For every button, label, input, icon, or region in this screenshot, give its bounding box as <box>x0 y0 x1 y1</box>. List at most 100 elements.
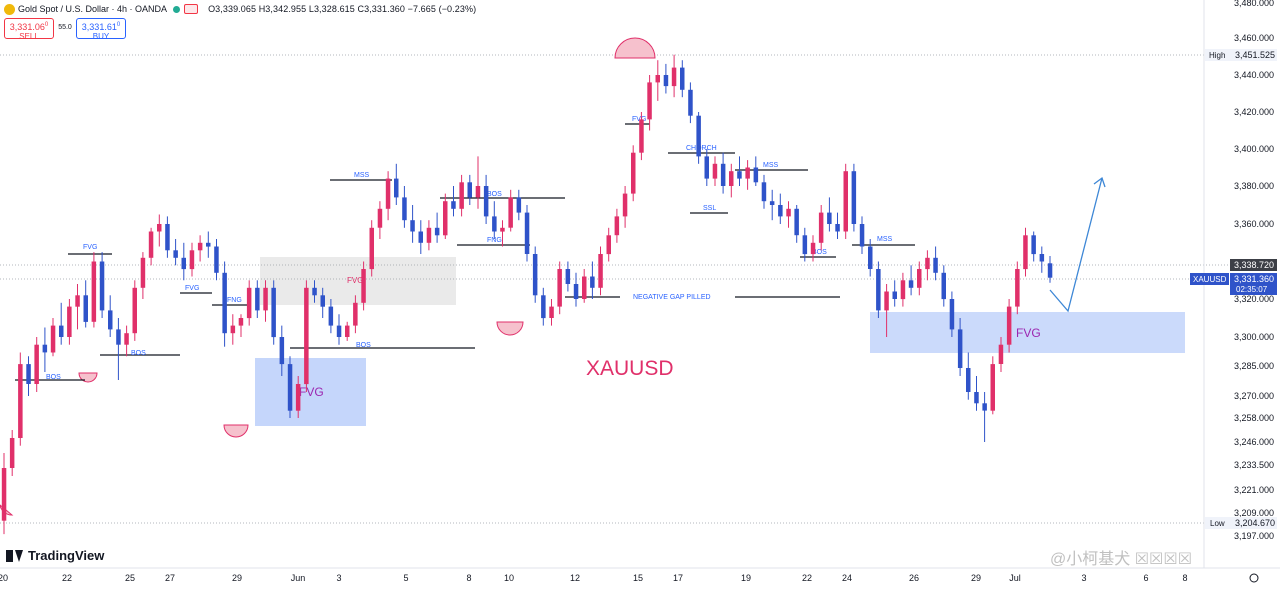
label-mss-3: MSS <box>877 236 893 243</box>
candle-body <box>26 364 31 384</box>
candle-body <box>516 197 522 213</box>
candle-body <box>18 364 23 438</box>
candle-body <box>712 163 718 179</box>
candle-body <box>345 325 350 337</box>
gold-coin-icon <box>4 3 15 15</box>
candle-body <box>394 178 399 198</box>
candle-body <box>475 186 481 198</box>
candle-body <box>59 325 64 337</box>
candle-body <box>884 291 889 311</box>
candle-body <box>165 224 170 251</box>
candle-body <box>459 182 464 209</box>
current-price-tag <box>1230 273 1277 295</box>
y-tick-label: 3,197.000 <box>1234 531 1274 541</box>
sell-button[interactable]: 3,331.060 SELL <box>4 18 54 41</box>
projection-arrow <box>1049 177 1103 313</box>
top-circle-marker <box>614 37 656 59</box>
candle-body <box>271 287 276 338</box>
candle-body <box>974 392 979 404</box>
label-choch: CHORCH <box>686 145 717 152</box>
candle-body <box>246 287 252 319</box>
candle-body <box>949 299 955 330</box>
candle-body <box>230 325 236 334</box>
candle-body <box>990 364 995 411</box>
visibility-toggle-icon[interactable] <box>184 4 199 14</box>
label-bos-4: BOS <box>487 191 502 198</box>
candle-body <box>843 171 848 232</box>
x-tick-label: 26 <box>909 573 919 583</box>
market-status-icon <box>173 5 181 13</box>
candle-body <box>532 254 538 296</box>
label-bos-2: BOS <box>131 350 146 357</box>
candle-body <box>99 261 105 311</box>
candle-body <box>336 325 342 337</box>
x-tick-label: 12 <box>570 573 580 583</box>
label-fvg-2: FVG <box>185 285 199 292</box>
candle-body <box>729 171 734 186</box>
candle-body <box>263 287 268 311</box>
label-bos-5: BOS <box>812 249 827 256</box>
candle-body <box>238 318 244 326</box>
candle-body <box>402 197 407 221</box>
tradingview-logo[interactable]: TradingView <box>6 548 104 563</box>
y-tick-label: 3,460.000 <box>1234 33 1274 43</box>
y-tick-label: 3,360.000 <box>1234 219 1274 229</box>
candle-body <box>541 295 546 319</box>
level-tag <box>1230 259 1277 271</box>
candle-body <box>75 295 80 307</box>
low-label: Low <box>1210 519 1225 528</box>
candle-body <box>835 224 840 232</box>
y-tick-label: 3,221.000 <box>1234 485 1274 495</box>
high-label: High <box>1209 51 1225 60</box>
candle-body <box>631 152 636 194</box>
candle-body <box>622 193 628 217</box>
candle-body <box>181 257 186 270</box>
y-tick-label: 3,380.000 <box>1234 181 1274 191</box>
x-tick-label: 17 <box>673 573 683 583</box>
spread-value: 55.0 <box>58 24 72 31</box>
y-tick-label: 3,440.000 <box>1234 70 1274 80</box>
fvg-zone-left <box>255 358 366 426</box>
candle-body <box>590 276 595 288</box>
x-tick-label: 5 <box>403 573 408 583</box>
candle-body <box>91 261 97 322</box>
x-tick-label: 22 <box>802 573 812 583</box>
y-tick-label: 3,400.000 <box>1234 144 1274 154</box>
candle-body <box>132 287 137 334</box>
candle-body <box>67 306 72 337</box>
candle-body <box>385 178 391 209</box>
candle-body <box>124 333 129 345</box>
x-tick-label: 22 <box>62 573 72 583</box>
candle-body <box>704 156 709 179</box>
y-tick-label: 3,480.000 <box>1234 0 1274 8</box>
label-bos-3: BOS <box>356 342 371 349</box>
candle-body <box>1023 235 1028 270</box>
settings-gear-icon[interactable] <box>1249 573 1259 583</box>
y-tick-label: 3,420.000 <box>1234 107 1274 117</box>
symbol-title[interactable]: Gold Spot / U.S. Dollar · 4h · OANDA <box>18 4 168 14</box>
buy-price: 3,331.61 <box>81 22 117 32</box>
candle-body <box>189 250 195 270</box>
projection-arrowhead <box>1093 176 1106 188</box>
candle-body <box>255 287 260 311</box>
candle-body <box>647 82 652 120</box>
sell-price-sup: 0 <box>44 22 49 28</box>
candle-body <box>492 216 497 232</box>
candle-body <box>1015 269 1020 307</box>
low-tag <box>1205 517 1277 529</box>
candle-body <box>377 208 383 228</box>
candle-body <box>304 287 309 385</box>
candle-body <box>761 182 767 202</box>
x-tick-label: 15 <box>633 573 643 583</box>
candle-body <box>557 269 562 307</box>
candle-body <box>312 287 317 296</box>
x-tick-label: 25 <box>125 573 135 583</box>
candle-body <box>998 344 1004 364</box>
candle-body <box>565 269 571 284</box>
candle-body <box>148 231 154 258</box>
buy-button[interactable]: 3,331.610 BUY <box>76 18 126 41</box>
candle-body <box>42 344 48 353</box>
candles-group <box>1 54 1053 535</box>
candle-body <box>418 231 423 243</box>
